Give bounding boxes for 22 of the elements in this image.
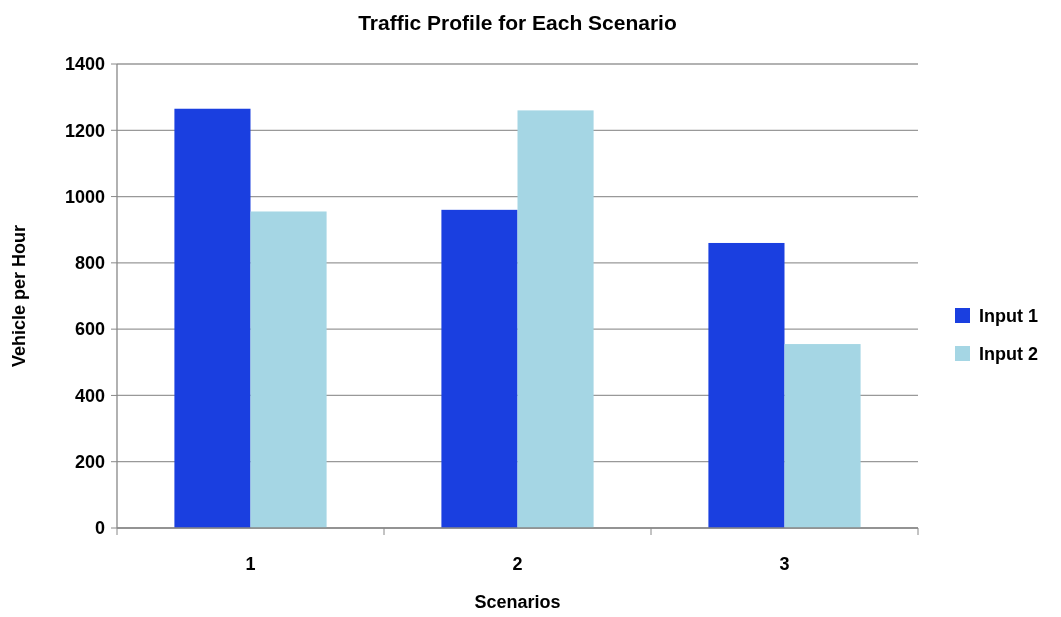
chart-title: Traffic Profile for Each Scenario	[358, 11, 677, 34]
x-axis-title: Scenarios	[474, 592, 561, 612]
x-tick-label: 3	[779, 554, 790, 574]
legend-label: Input 1	[979, 306, 1038, 327]
y-tick-label: 1000	[64, 186, 105, 207]
y-tick-label: 800	[74, 253, 105, 274]
bar	[517, 110, 594, 528]
y-tick-label: 400	[74, 385, 105, 406]
y-tick-label: 0	[94, 518, 105, 539]
bar	[174, 108, 251, 528]
y-tick-label: 1200	[64, 120, 105, 141]
y-tick-label: 1400	[64, 54, 105, 75]
bar	[708, 242, 785, 528]
bar	[784, 344, 861, 528]
y-axis-title: Vehicle per Hour	[9, 224, 29, 368]
bar	[250, 211, 327, 528]
legend-label: Input 2	[979, 344, 1038, 365]
y-tick-label: 200	[74, 452, 105, 473]
bar	[441, 209, 518, 528]
x-tick-label: 1	[245, 554, 256, 574]
x-tick-label: 2	[512, 554, 523, 574]
y-tick-label: 600	[74, 319, 105, 340]
